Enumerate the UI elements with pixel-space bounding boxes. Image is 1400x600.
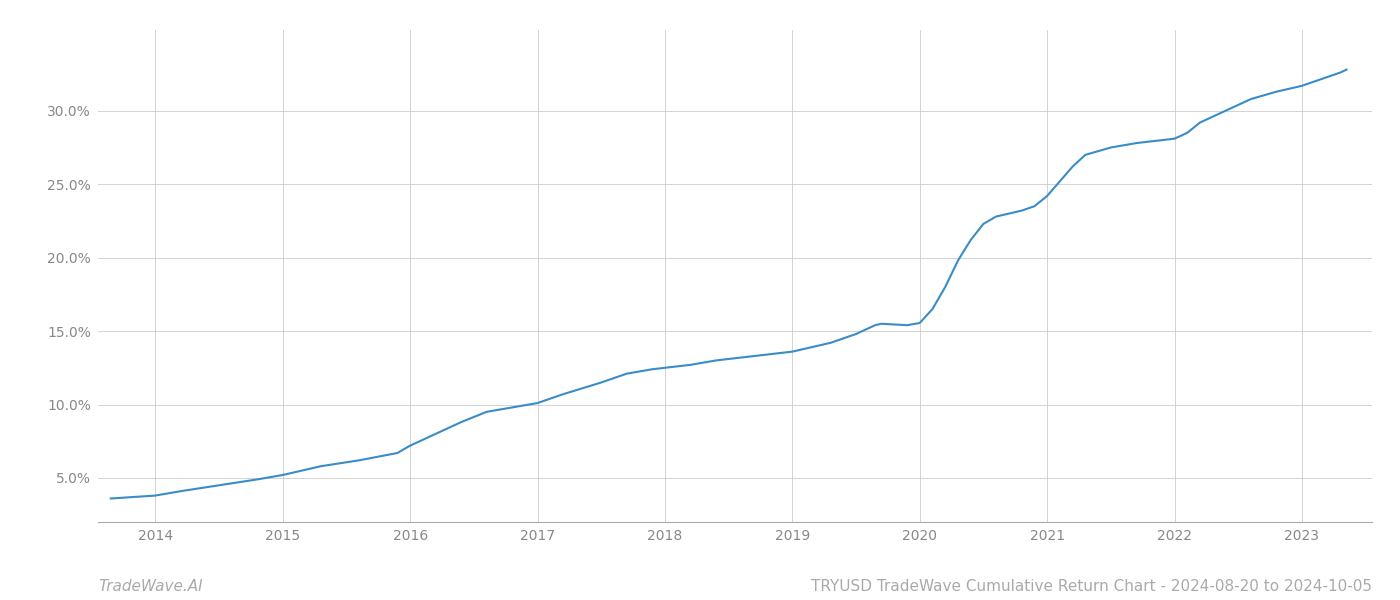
Text: TRYUSD TradeWave Cumulative Return Chart - 2024-08-20 to 2024-10-05: TRYUSD TradeWave Cumulative Return Chart… — [811, 579, 1372, 594]
Text: TradeWave.AI: TradeWave.AI — [98, 579, 203, 594]
